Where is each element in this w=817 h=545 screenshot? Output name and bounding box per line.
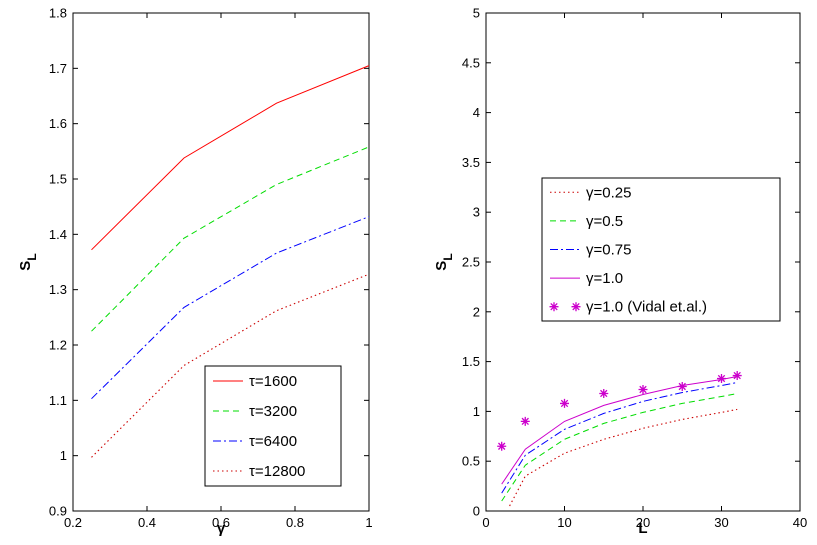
series-line: [91, 216, 370, 400]
y-tick-label: 2: [473, 304, 480, 319]
legend-marker: [549, 302, 559, 312]
y-axis-label: SL: [433, 253, 455, 270]
legend-box: [541, 177, 781, 322]
y-tick-label: 1.2: [49, 338, 67, 353]
y-tick-label: 1: [60, 448, 67, 463]
series-line: [501, 382, 738, 494]
y-tick-label: 3.5: [462, 155, 480, 170]
y-axis-label-main: S: [17, 261, 34, 271]
legend-box: [204, 365, 342, 487]
legend-label: τ=12800: [249, 463, 305, 480]
left-chart: 0.2 0.4 0.6 0.8 1 0.9 1 1.1 1.2 1.3 1.4 1.5 1.6 1.7 1.…: [17, 6, 373, 538]
y-tick-label: 5: [473, 6, 480, 21]
y-tick-label: 3: [473, 205, 480, 220]
x-tick-label: 20: [636, 515, 650, 530]
y-tick-label: 4: [473, 105, 480, 120]
y-tick-label: 1.7: [49, 61, 67, 76]
data-point-marker: [717, 374, 726, 384]
y-axis-label-subscript: L: [25, 253, 39, 260]
y-tick-label: 1.4: [49, 227, 67, 242]
legend-label: τ=1600: [249, 373, 297, 390]
x-tick-label: 40: [793, 515, 807, 530]
data-point-marker: [560, 398, 569, 408]
legend-marker: [571, 302, 581, 312]
y-tick-label: 1.3: [49, 282, 67, 297]
data-point-marker: [677, 382, 687, 391]
y-axis-label-subscript: L: [441, 253, 455, 260]
legend-label: γ=1.0: [586, 270, 623, 287]
data-point-marker: [599, 388, 609, 398]
legend-label: τ=3200: [249, 403, 297, 420]
x-axis-label: γ: [217, 520, 226, 537]
legend-label: γ=0.5: [586, 213, 623, 230]
data-point-marker: [732, 371, 742, 381]
series-line: [91, 65, 370, 251]
legend-label: γ=0.75: [586, 242, 631, 259]
data-point-marker: [520, 416, 530, 426]
x-tick-label: 10: [557, 515, 571, 530]
x-axis-label: L: [638, 520, 647, 537]
y-tick-label: 1: [473, 404, 480, 419]
series-line: [91, 146, 370, 332]
y-tick-label: 1.5: [49, 172, 67, 187]
legend-label: γ=0.25: [586, 184, 631, 201]
series-line: [501, 376, 738, 485]
x-tick-label: 0.4: [138, 515, 156, 530]
series-line: [509, 408, 738, 507]
series-line: [501, 393, 738, 502]
right-chart: 0 10 20 30 4000.511.522.533.544.55LSLγ=0.25γ…: [433, 6, 807, 538]
legend-label: γ=1.0 (Vidal et.al.): [586, 299, 707, 316]
x-tick-label: 30: [714, 515, 728, 530]
legend-label: τ=6400: [249, 433, 297, 450]
y-tick-label: 4.5: [462, 55, 480, 70]
y-axis-label: SL: [17, 253, 39, 270]
y-tick-label: 0.9: [49, 504, 67, 519]
x-tick-label: 0.2: [64, 515, 82, 530]
x-tick-label: 0: [482, 515, 489, 530]
y-axis-label-main: S: [433, 261, 450, 271]
x-tick-label: 0.6: [212, 515, 230, 530]
y-tick-label: 1.1: [49, 393, 67, 408]
y-tick-label: 1.5: [462, 354, 480, 369]
y-tick-label: 1.8: [49, 6, 67, 21]
data-point-marker: [638, 384, 648, 394]
data-point-marker: [497, 441, 507, 451]
x-tick-label: 0.8: [286, 515, 304, 530]
y-tick-label: 0.5: [462, 454, 480, 469]
y-tick-label: 2.5: [462, 255, 480, 270]
x-tick-label: 1: [365, 515, 372, 530]
y-tick-label: 0: [473, 504, 480, 519]
y-tick-label: 1.6: [49, 116, 67, 131]
